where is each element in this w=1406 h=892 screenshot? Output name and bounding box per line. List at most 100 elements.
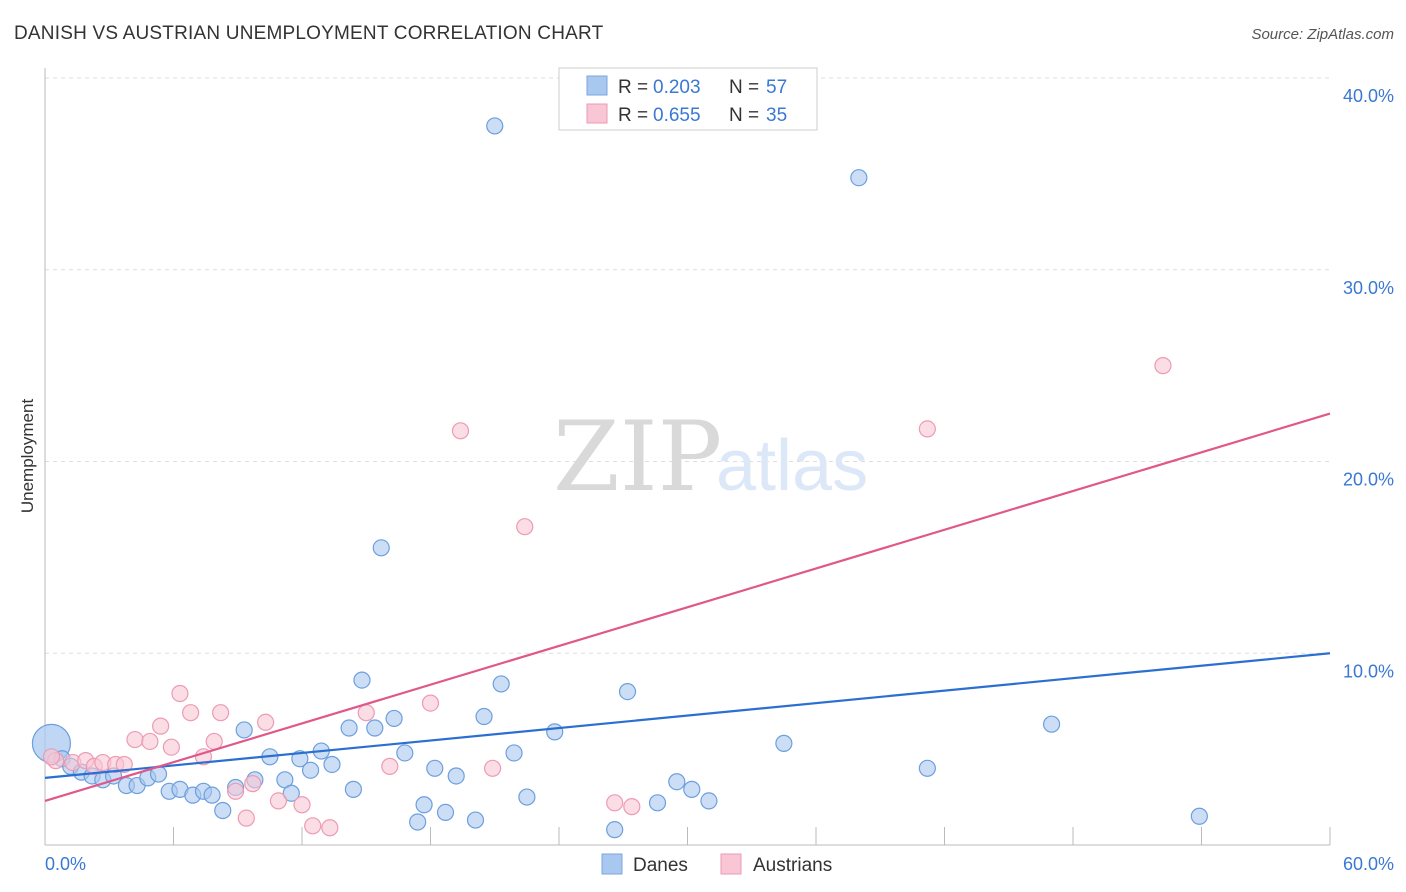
point-danes [366, 719, 384, 737]
point-danes [409, 813, 427, 831]
x-tick-label-min: 0.0% [45, 854, 86, 874]
point-austrians [152, 717, 170, 735]
point-austrians [141, 732, 159, 751]
x-tick-label-max: 60.0% [1343, 854, 1394, 874]
legend-r-value-danes: 0.203 [653, 77, 701, 98]
legend-bottom-label-austrians: Austrians [753, 855, 832, 876]
legend-bottom-label-danes: Danes [633, 855, 688, 876]
point-austrians [321, 819, 339, 837]
point-austrians [42, 748, 61, 766]
point-austrians [451, 422, 470, 440]
point-austrians [171, 684, 189, 703]
point-danes [372, 539, 390, 557]
point-danes [648, 794, 667, 812]
point-austrians [516, 518, 534, 536]
point-austrians [381, 757, 399, 775]
point-danes [1190, 807, 1208, 825]
y-tick-label: 40.0% [1343, 86, 1394, 106]
point-danes [492, 675, 510, 693]
point-austrians [162, 738, 180, 756]
point-danes [291, 750, 309, 768]
watermark-zip: ZIP [553, 401, 722, 513]
point-danes [426, 759, 444, 777]
legend-n-label-austrians: N = [729, 105, 759, 126]
legend-r-value-austrians: 0.655 [653, 105, 701, 126]
point-danes [436, 803, 455, 822]
point-austrians [182, 704, 200, 722]
point-danes [505, 744, 523, 762]
point-danes [340, 719, 358, 737]
point-austrians [256, 713, 275, 731]
legend-swatch-danes [586, 75, 608, 96]
gridlines [45, 77, 1330, 654]
legend-n-label-danes: N = [729, 77, 759, 98]
point-danes [700, 792, 718, 810]
y-tick-label: 10.0% [1343, 661, 1394, 681]
watermark: ZIP atlas [553, 401, 868, 513]
legend-bottom: Danes Austrians [601, 853, 832, 876]
y-axis-label: Unemployment [18, 399, 37, 514]
point-austrians [237, 809, 255, 827]
point-danes [466, 811, 485, 829]
point-danes [775, 734, 793, 752]
point-danes [486, 117, 504, 135]
point-austrians [227, 782, 245, 800]
point-austrians [623, 798, 641, 816]
point-austrians [115, 755, 133, 774]
legend-n-value-danes: 57 [766, 77, 787, 98]
point-danes [606, 821, 624, 839]
point-austrians [293, 796, 311, 814]
trend-lines [44, 412, 1331, 802]
point-danes [353, 671, 371, 689]
y-tick-label: 20.0% [1343, 470, 1394, 490]
point-danes [546, 723, 564, 741]
point-austrians [1154, 357, 1172, 375]
point-danes [214, 801, 232, 820]
point-austrians [205, 732, 223, 751]
legend-bottom-swatch-danes [601, 853, 623, 875]
tick-labels: 10.0% 20.0% 30.0% 40.0% 0.0% 60.0% [45, 86, 1394, 874]
point-danes [618, 682, 637, 701]
point-austrians [484, 759, 502, 777]
point-danes [518, 788, 536, 806]
point-danes [235, 721, 253, 739]
legend-bottom-swatch-austrians [720, 853, 742, 875]
point-danes [415, 796, 433, 814]
point-austrians [212, 704, 230, 722]
point-austrians [244, 775, 262, 793]
point-danes [385, 709, 403, 728]
point-danes [396, 744, 414, 762]
point-danes [203, 786, 221, 804]
legend-row-danes: R = 0.203 N = 57 [586, 75, 787, 98]
axes [44, 68, 1331, 846]
point-austrians [304, 817, 322, 835]
chart-source: Source: ZipAtlas.com [1251, 26, 1394, 43]
watermark-atlas: atlas [716, 426, 868, 506]
trend-line-austrians [44, 412, 1331, 802]
y-tick-label: 30.0% [1343, 278, 1394, 298]
point-danes [323, 755, 341, 774]
legend-r-label-danes: R = [618, 77, 648, 98]
point-austrians [126, 730, 144, 749]
point-austrians [606, 794, 624, 812]
chart-title: DANISH VS AUSTRIAN UNEMPLOYMENT CORRELAT… [14, 23, 604, 44]
point-danes [344, 780, 362, 798]
legend-top: R = 0.203 N = 57 R = 0.655 N = 35 [558, 67, 818, 131]
point-danes [301, 761, 320, 779]
point-austrians [421, 694, 440, 712]
point-austrians [269, 792, 288, 810]
point-danes [668, 773, 686, 791]
legend-n-value-austrians: 35 [766, 105, 787, 126]
point-austrians [357, 704, 375, 722]
legend-row-austrians: R = 0.655 N = 35 [586, 103, 787, 126]
point-danes [918, 759, 936, 777]
legend-r-label-austrians: R = [618, 105, 648, 126]
point-danes [850, 169, 868, 187]
point-austrians [918, 420, 936, 438]
point-danes [282, 784, 300, 802]
point-danes [447, 767, 465, 785]
legend-swatch-austrians [586, 103, 608, 124]
trend-line-danes [44, 652, 1331, 779]
point-danes [683, 780, 701, 798]
